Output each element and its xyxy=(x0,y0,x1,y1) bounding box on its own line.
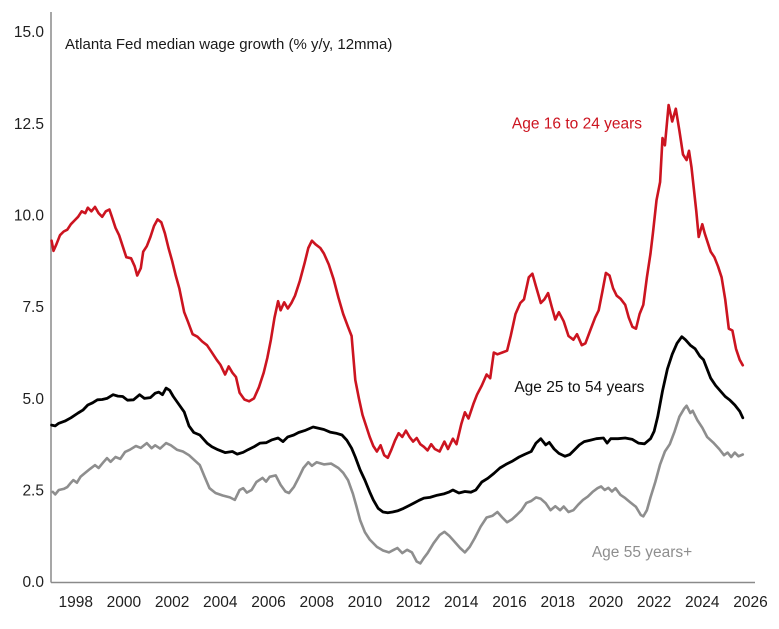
x-tick-label: 1998 xyxy=(58,594,92,611)
x-tick-label: 2024 xyxy=(685,594,720,611)
x-tick-label: 2008 xyxy=(299,594,333,611)
x-tick-label: 2018 xyxy=(540,594,574,611)
x-tick-label: 2016 xyxy=(492,594,526,611)
series-lines xyxy=(50,103,745,565)
y-tick-label: 7.5 xyxy=(22,299,44,316)
x-tick-label: 2022 xyxy=(637,594,671,611)
y-tick-label: 0.0 xyxy=(22,574,44,591)
y-tick-label: 2.5 xyxy=(22,483,44,500)
y-tick-label: 10.0 xyxy=(14,208,45,225)
x-tick-label: 2026 xyxy=(733,594,767,611)
y-axis-tick-labels: 0.0 2.5 5.0 7.5 10.0 12.5 15.0 xyxy=(14,24,45,591)
x-tick-label: 2004 xyxy=(203,594,238,611)
y-tick-label: 5.0 xyxy=(22,391,44,408)
x-tick-label: 2010 xyxy=(348,594,383,611)
series-label-age-25-54: Age 25 to 54 years xyxy=(514,379,644,396)
series-line-age-16-24 xyxy=(50,103,745,460)
x-tick-label: 2002 xyxy=(155,594,189,611)
x-axis-tick-labels: 1998 2000 2002 2004 2006 2008 2010 2012 2014 2016… xyxy=(58,594,767,611)
y-tick-label: 12.5 xyxy=(14,116,44,133)
chart-title: Atlanta Fed median wage growth (% y/y, 1… xyxy=(65,36,392,53)
x-tick-label: 2014 xyxy=(444,594,479,611)
series-label-age-16-24: Age 16 to 24 years xyxy=(512,115,642,132)
series-line-age-55-plus xyxy=(51,404,745,565)
series-line-age-25-54 xyxy=(50,335,745,515)
y-tick-label: 15.0 xyxy=(14,24,45,41)
x-tick-label: 2000 xyxy=(107,594,142,611)
series-label-age-55-plus: Age 55 years+ xyxy=(592,544,692,561)
x-tick-label: 2020 xyxy=(589,594,624,611)
x-tick-label: 2012 xyxy=(396,594,430,611)
series-labels: Age 55 years+ Age 25 to 54 years Age 16 … xyxy=(512,115,692,561)
x-tick-label: 2006 xyxy=(251,594,285,611)
